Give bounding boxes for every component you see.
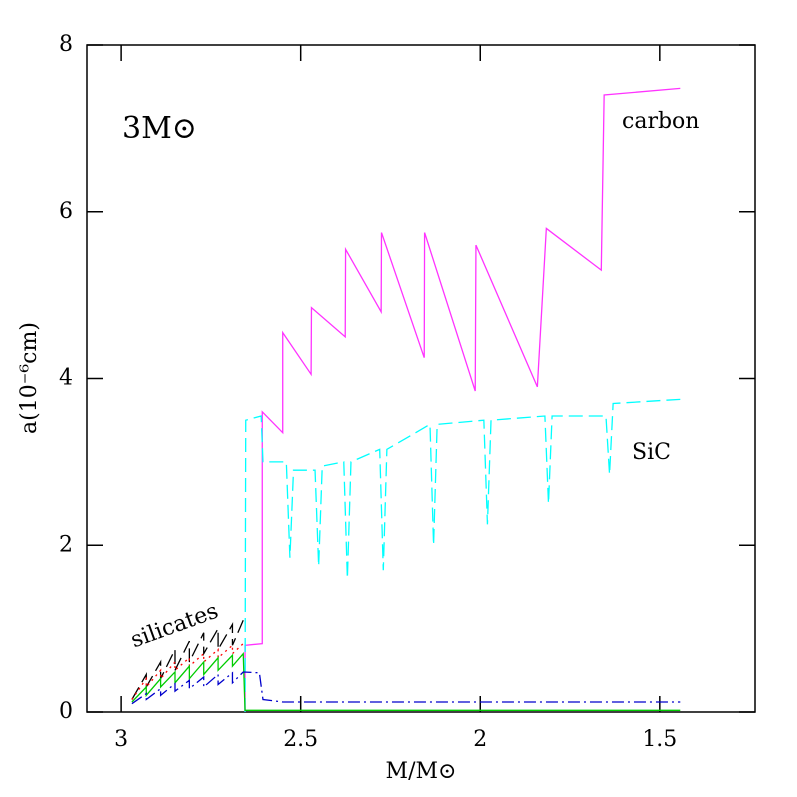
x-tick-label: 1.5 bbox=[642, 727, 677, 752]
y-tick-label: 6 bbox=[59, 199, 73, 224]
x-tick-label: 3 bbox=[114, 727, 128, 752]
series-line bbox=[131, 620, 244, 700]
y-tick-label: 2 bbox=[59, 532, 73, 557]
annotation: SiC bbox=[632, 440, 671, 465]
series-line bbox=[244, 87, 681, 712]
annotation: 3M⊙ bbox=[122, 111, 197, 146]
y-tick-label: 4 bbox=[59, 366, 73, 391]
series-line bbox=[131, 643, 244, 700]
annotation: silicates bbox=[128, 599, 222, 654]
x-tick-label: 2.5 bbox=[283, 727, 318, 752]
annotation: carbon bbox=[622, 109, 699, 134]
x-tick-label: 2 bbox=[473, 727, 487, 752]
series-line bbox=[131, 651, 681, 711]
series-line bbox=[131, 671, 681, 705]
y-tick-label: 0 bbox=[59, 699, 73, 724]
series-line bbox=[244, 398, 681, 713]
x-axis-label: M/M⊙ bbox=[386, 759, 457, 784]
y-tick-label: 8 bbox=[59, 32, 73, 57]
y-axis-label: a(10⁻⁶cm) bbox=[17, 322, 42, 434]
